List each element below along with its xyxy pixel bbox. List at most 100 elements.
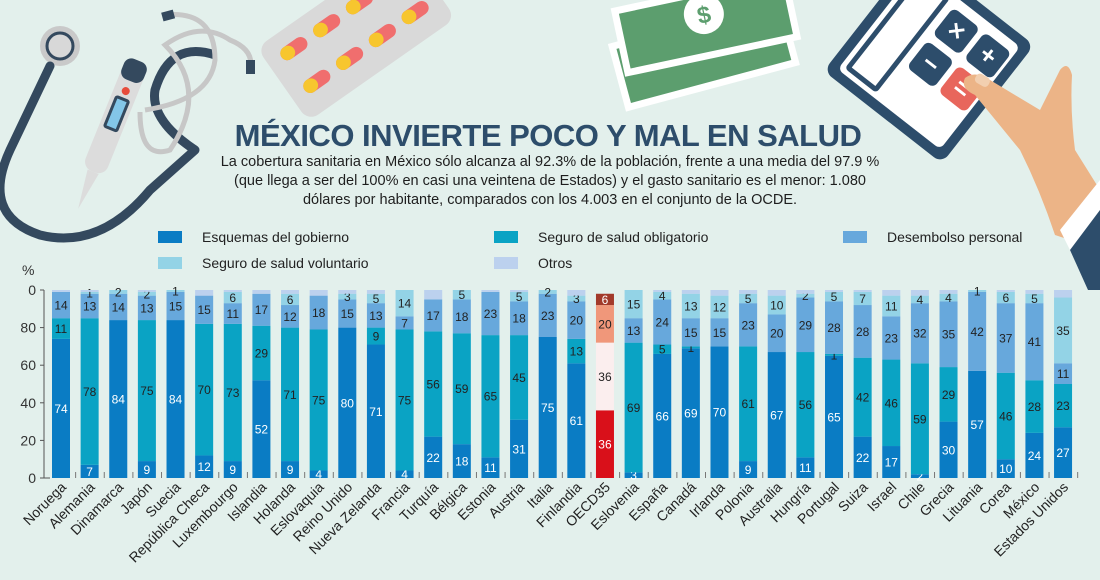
data-label: 46 bbox=[999, 409, 1013, 423]
data-label: 1 bbox=[974, 284, 981, 298]
y-tick-label: 80 bbox=[20, 320, 36, 336]
data-label: 6 bbox=[287, 293, 294, 307]
bar-segment-gobierno bbox=[681, 348, 700, 478]
data-label: 9 bbox=[229, 463, 236, 477]
bar-segment-personal bbox=[739, 303, 758, 347]
bar-segment-gobierno bbox=[767, 352, 786, 478]
data-label: 46 bbox=[885, 396, 899, 410]
data-label: 23 bbox=[885, 331, 899, 345]
bar-segment-obligatorio bbox=[1025, 380, 1044, 433]
legend-swatch bbox=[158, 257, 182, 269]
data-label: 7 bbox=[859, 292, 866, 306]
legend-swatch bbox=[494, 231, 518, 243]
bar-segment-voluntario bbox=[1054, 297, 1073, 364]
bar-segment-voluntario bbox=[825, 291, 844, 302]
bar-segment-voluntario bbox=[739, 293, 758, 304]
bar-segment-gobierno bbox=[166, 320, 185, 478]
data-label: 5 bbox=[458, 288, 465, 302]
data-label: 14 bbox=[398, 297, 412, 311]
bar-segment-personal bbox=[252, 293, 271, 326]
bar-segment-otros bbox=[281, 290, 300, 294]
data-label: 17 bbox=[885, 456, 899, 470]
data-label: 70 bbox=[713, 406, 727, 420]
bar-segment-gobierno bbox=[996, 459, 1015, 478]
data-label: 15 bbox=[341, 307, 355, 321]
data-label: 13 bbox=[140, 301, 154, 315]
bar-segment-otros bbox=[653, 290, 672, 292]
bar-segment-personal bbox=[510, 301, 529, 336]
legend-item-voluntario: Seguro de salud voluntario bbox=[158, 255, 369, 271]
bar-segment-personal bbox=[681, 318, 700, 347]
data-label: 13 bbox=[83, 299, 97, 313]
bar-segment-gobierno bbox=[853, 436, 872, 478]
data-label: 10 bbox=[770, 299, 784, 313]
data-label: 30 bbox=[942, 443, 956, 457]
bar-segment-gobierno bbox=[366, 344, 385, 478]
data-label: 75 bbox=[140, 384, 154, 398]
bar-segment-gobierno bbox=[223, 461, 242, 478]
data-label: 84 bbox=[169, 393, 183, 407]
data-label: 69 bbox=[627, 401, 641, 415]
data-label: 5 bbox=[745, 292, 752, 306]
data-label: 5 bbox=[659, 343, 666, 357]
data-label: 12 bbox=[713, 300, 727, 314]
data-label: 4 bbox=[945, 291, 952, 305]
bar-segment-voluntario bbox=[366, 293, 385, 304]
bar-segment-otros bbox=[1025, 290, 1044, 294]
data-label: 2 bbox=[115, 285, 122, 299]
data-label: 35 bbox=[942, 328, 956, 342]
data-label: 37 bbox=[999, 331, 1013, 345]
bar-segment-otros bbox=[681, 290, 700, 294]
data-label: 5 bbox=[1031, 292, 1038, 306]
data-label: 9 bbox=[287, 463, 294, 477]
data-label: 17 bbox=[255, 303, 269, 317]
bar-segment-otros bbox=[195, 290, 214, 296]
bar-segment-otros bbox=[1054, 290, 1073, 298]
bar-segment-otros bbox=[710, 290, 729, 296]
data-label: 59 bbox=[455, 382, 469, 396]
data-label: 18 bbox=[455, 310, 469, 324]
data-label: 4 bbox=[315, 468, 322, 482]
bar-segment-obligatorio bbox=[796, 352, 815, 458]
data-label: 74 bbox=[54, 402, 68, 416]
bar-segment-otros bbox=[366, 290, 385, 294]
data-label: 56 bbox=[799, 398, 813, 412]
x-tick-label: Suiza bbox=[835, 479, 871, 515]
bar-segment-voluntario bbox=[452, 290, 471, 300]
data-label: 32 bbox=[913, 327, 927, 341]
bar-segment-gobierno bbox=[538, 337, 557, 478]
bar-segment-gobierno bbox=[80, 464, 99, 478]
bar-segment-voluntario bbox=[223, 291, 242, 304]
data-label: 9 bbox=[144, 463, 151, 477]
legend-label: Desembolso personal bbox=[887, 229, 1023, 245]
data-label: 2 bbox=[544, 285, 551, 299]
data-label: 4 bbox=[917, 293, 924, 307]
data-label: 3 bbox=[630, 469, 637, 483]
bar-segment-otros bbox=[796, 290, 815, 294]
data-label: 6 bbox=[1002, 291, 1009, 305]
bar-segment-voluntario bbox=[395, 290, 414, 317]
data-label: 24 bbox=[656, 315, 670, 329]
bar-segment-voluntario bbox=[710, 295, 729, 319]
data-label: 9 bbox=[745, 463, 752, 477]
data-label: 18 bbox=[455, 455, 469, 469]
bar-segment-gobierno bbox=[739, 461, 758, 478]
bar-segment-personal bbox=[424, 299, 443, 332]
bar-segment-personal bbox=[767, 314, 786, 353]
data-label: 9 bbox=[373, 330, 380, 344]
data-label: 17 bbox=[427, 309, 441, 323]
bar-segment-gobierno bbox=[796, 457, 815, 478]
data-label: 36 bbox=[598, 438, 612, 452]
bar-segment-obligatorio bbox=[510, 335, 529, 420]
data-label: 14 bbox=[54, 299, 68, 313]
y-axis-unit: % bbox=[22, 262, 35, 278]
legend-label: Seguro de salud voluntario bbox=[202, 255, 369, 271]
data-label: 84 bbox=[112, 393, 126, 407]
bar-segment-obligatorio bbox=[653, 344, 672, 354]
data-label: 35 bbox=[1056, 324, 1070, 338]
bar-segment-personal bbox=[882, 316, 901, 360]
bar-segment-personal bbox=[366, 303, 385, 328]
bar-segment-voluntario bbox=[882, 295, 901, 317]
y-tick-label: 40 bbox=[20, 395, 36, 411]
